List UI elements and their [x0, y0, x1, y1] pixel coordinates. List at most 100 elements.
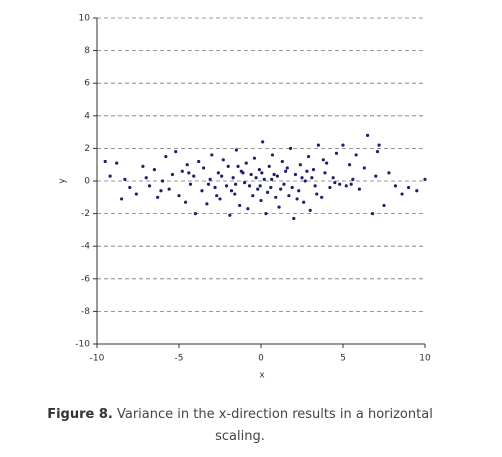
point: [344, 184, 348, 188]
point: [120, 197, 124, 201]
point: [302, 200, 306, 204]
point: [313, 184, 317, 188]
point: [295, 197, 299, 201]
point: [220, 174, 224, 178]
point: [170, 172, 175, 177]
x-axis-label: x: [259, 371, 265, 381]
point: [208, 177, 212, 181]
point: [161, 179, 165, 183]
point: [259, 198, 263, 203]
point: [347, 163, 352, 167]
point: [292, 216, 296, 221]
y-tick-label: 4: [84, 111, 90, 121]
point: [321, 158, 325, 162]
y-tick-label: -4: [81, 242, 90, 252]
point: [279, 187, 283, 191]
point: [375, 150, 380, 154]
point: [174, 150, 178, 154]
point: [338, 182, 342, 186]
caption-text: Variance in the x-direction results in a…: [116, 407, 433, 444]
point: [243, 181, 247, 185]
y-tick-label: 10: [79, 14, 91, 24]
point: [400, 192, 404, 196]
point: [325, 161, 329, 165]
point: [254, 176, 258, 180]
point: [269, 185, 273, 190]
point: [377, 143, 381, 147]
y-axis-label: y: [58, 178, 68, 184]
point: [115, 161, 119, 165]
point: [297, 189, 301, 193]
point: [423, 177, 427, 181]
point: [144, 176, 148, 180]
point: [357, 187, 361, 191]
point: [374, 174, 378, 178]
point: [311, 167, 316, 172]
point: [210, 153, 214, 157]
point: [193, 212, 197, 216]
point: [252, 156, 257, 160]
point: [354, 153, 358, 157]
point: [241, 171, 245, 175]
y-tick-label: -6: [81, 274, 90, 284]
point: [407, 185, 411, 190]
point: [331, 176, 335, 180]
point: [316, 143, 320, 147]
point: [310, 176, 314, 180]
point: [308, 208, 312, 212]
point: [320, 195, 324, 199]
caption: Figure 8. Variance in the x-direction re…: [40, 404, 440, 448]
point: [362, 166, 366, 170]
point: [192, 174, 196, 178]
point: [265, 190, 270, 195]
point: [298, 163, 302, 167]
point: [305, 169, 309, 173]
point: [323, 171, 327, 175]
point: [141, 164, 145, 168]
point: [257, 167, 261, 172]
x-tick-label: -5: [175, 354, 184, 364]
point: [200, 189, 204, 193]
point: [205, 202, 209, 206]
point: [156, 195, 160, 199]
point: [351, 177, 355, 181]
point: [216, 171, 220, 175]
point: [290, 185, 294, 190]
point: [370, 212, 375, 216]
y-tick-label: -8: [81, 307, 90, 317]
point: [277, 205, 281, 209]
point: [300, 176, 304, 180]
y-tick-label: 2: [84, 144, 90, 154]
point: [249, 172, 253, 177]
point: [177, 194, 181, 198]
x-tick-label: 0: [258, 354, 264, 364]
point: [334, 151, 339, 155]
y-tick-label: -2: [81, 209, 90, 219]
point: [128, 185, 132, 190]
point: [341, 143, 345, 147]
point: [284, 169, 288, 173]
point: [262, 177, 266, 181]
point: [236, 164, 240, 168]
point: [183, 200, 188, 204]
point: [382, 203, 386, 208]
y-tick-label: 0: [84, 177, 90, 187]
point: [167, 187, 171, 191]
point: [303, 179, 307, 183]
point: [293, 172, 298, 177]
point: [264, 212, 268, 216]
caption-label: Figure 8.: [47, 407, 113, 422]
point: [233, 182, 238, 186]
point: [251, 194, 255, 198]
x-tick-label: 10: [419, 354, 431, 364]
point: [285, 166, 289, 170]
point: [218, 197, 222, 201]
point: [258, 184, 262, 188]
point: [272, 172, 276, 177]
point: [288, 146, 293, 150]
point: [387, 171, 391, 175]
point: [164, 154, 168, 159]
point: [152, 167, 156, 172]
point: [349, 182, 353, 186]
